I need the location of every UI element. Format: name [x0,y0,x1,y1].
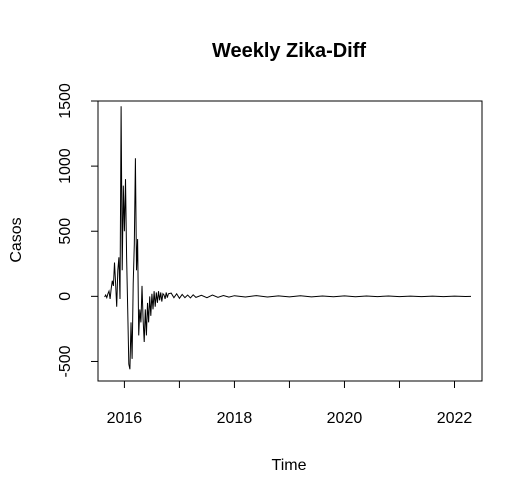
y-tick-label: 500 [57,218,74,245]
x-axis-label: Time [272,457,307,474]
y-tick-label: 0 [57,292,74,301]
series-line [104,106,472,370]
x-tick-label: 2018 [217,410,253,427]
plot-frame [97,100,483,382]
x-tick-label: 2022 [437,410,473,427]
x-tick-label: 2020 [327,410,363,427]
y-tick-label: 1500 [57,83,74,119]
y-tick-label: -500 [57,345,74,377]
x-tick-label: 2016 [107,410,143,427]
y-axis-label: Casos [8,217,25,262]
y-tick-label: 1000 [57,148,74,184]
y-axis: -500 0 500 1000 1500 [57,83,99,377]
chart-title: Weekly Zika-Diff [212,40,366,62]
x-axis: 2016 2018 2020 2022 [107,380,473,427]
